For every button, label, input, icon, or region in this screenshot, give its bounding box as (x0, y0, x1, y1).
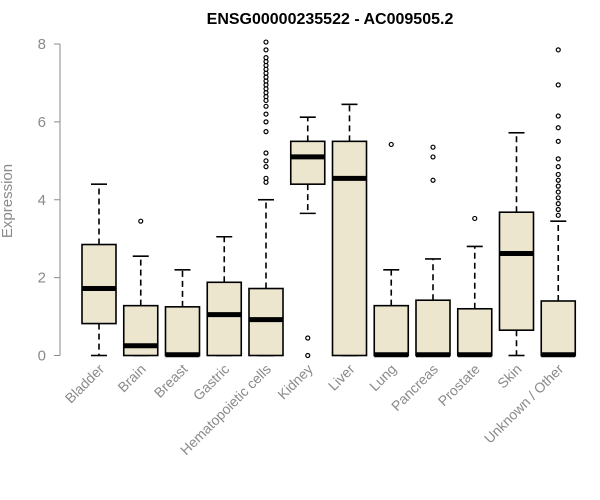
outlier-point (263, 119, 269, 125)
y-tick-label: 0 (38, 348, 46, 365)
outlier-point (263, 103, 269, 109)
x-category-label: Kidney (274, 361, 316, 403)
outlier-point (138, 218, 144, 224)
box-group (122, 218, 159, 357)
outlier-point (263, 47, 269, 53)
plot-area (81, 39, 577, 359)
outlier-point (263, 129, 269, 135)
box-group (164, 269, 201, 358)
outlier-point (305, 335, 311, 341)
box (289, 140, 326, 185)
outlier-point (555, 183, 561, 189)
box-group (373, 141, 410, 358)
outlier-point (555, 164, 561, 170)
outlier-point (472, 215, 478, 222)
box-group (331, 103, 368, 357)
x-category-label: Unknown / Other (481, 361, 567, 447)
outlier-point (263, 175, 269, 181)
outlier-point (555, 212, 561, 218)
outlier-point (555, 177, 561, 183)
x-category-label: Breast (151, 361, 191, 401)
x-category-label: Skin (494, 361, 525, 392)
y-axis: 0 2 4 6 8 (38, 36, 61, 365)
outlier-point (263, 164, 269, 170)
x-category-label: Brain (114, 361, 148, 395)
box-group (498, 131, 535, 357)
y-tick-label: 6 (38, 114, 46, 131)
outlier-point (555, 82, 561, 88)
box-group (456, 215, 493, 358)
box (331, 140, 368, 357)
box (81, 243, 117, 325)
outlier-point (430, 144, 436, 150)
outlier-point (430, 154, 436, 160)
box-group (206, 235, 243, 357)
box-group (248, 39, 284, 357)
chart-title: ENSG00000235522 - AC009505.2 (207, 11, 454, 28)
outlier-point (555, 206, 561, 213)
y-tick-label: 4 (38, 192, 46, 209)
y-tick-label: 8 (38, 36, 46, 53)
outlier-point (388, 141, 394, 148)
outlier-point (555, 195, 561, 201)
box (373, 304, 410, 357)
outlier-point (555, 201, 561, 207)
outlier-point (430, 177, 436, 183)
box-group (415, 144, 451, 358)
outlier-point (263, 150, 269, 156)
outlier-point (555, 125, 561, 131)
outlier-point (263, 111, 269, 117)
x-category-label: Lung (366, 361, 399, 394)
box-group (289, 116, 326, 359)
outlier-point (555, 189, 561, 195)
box (164, 306, 201, 357)
outlier-point (305, 352, 311, 359)
outlier-point (555, 113, 561, 119)
box (415, 299, 451, 357)
box-group (81, 183, 117, 357)
x-category-label: Bladder (62, 361, 108, 407)
y-tick-label: 2 (38, 270, 46, 287)
x-category-label: Prostate (435, 361, 483, 409)
outlier-point (555, 171, 561, 178)
box-group (540, 47, 577, 358)
box (206, 281, 243, 357)
box (498, 211, 535, 331)
box (540, 300, 577, 357)
box (456, 307, 493, 357)
outlier-point (263, 39, 269, 45)
y-axis-label: Expression (0, 164, 16, 238)
outlier-point (263, 158, 269, 164)
outlier-point (555, 47, 561, 53)
outlier-point (555, 138, 561, 144)
outlier-point (263, 55, 269, 61)
outlier-point (555, 156, 561, 162)
x-category-label: Liver (325, 361, 358, 394)
